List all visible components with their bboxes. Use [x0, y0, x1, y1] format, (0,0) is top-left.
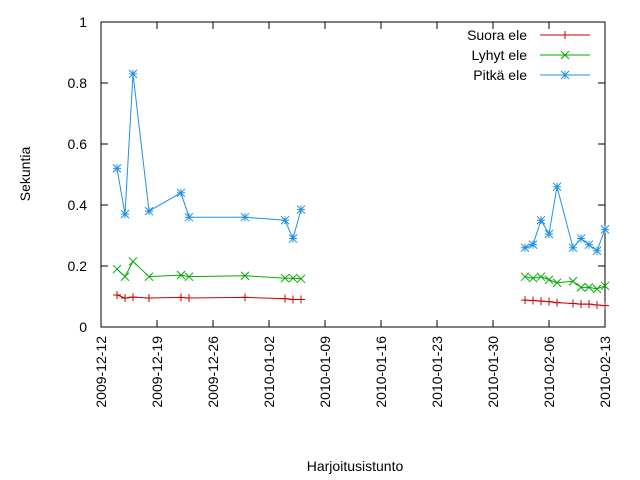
marker [576, 282, 586, 292]
x-tick-label: 2010-01-30 [485, 336, 501, 408]
marker [544, 275, 554, 285]
series-line [116, 260, 606, 290]
marker [129, 293, 137, 302]
marker [521, 296, 529, 305]
marker [561, 31, 569, 39]
y-tick-label: 1 [79, 14, 87, 30]
x-tick-label: 2010-01-23 [429, 336, 445, 408]
marker [241, 293, 249, 302]
marker [184, 212, 194, 222]
y-axis-label: Sekuntia [17, 147, 33, 202]
y-tick-label: 0.2 [68, 258, 88, 274]
marker [520, 272, 530, 282]
marker [176, 270, 186, 280]
marker [144, 272, 154, 282]
x-tick-label: 2009-12-26 [205, 336, 221, 408]
marker [112, 264, 122, 274]
marker [240, 212, 250, 222]
marker [592, 246, 602, 256]
marker [577, 300, 585, 309]
marker [536, 272, 546, 282]
y-tick-label: 0 [79, 319, 87, 335]
marker [569, 299, 577, 308]
y-tick-label: 0.6 [68, 136, 88, 152]
marker [584, 240, 594, 250]
marker [177, 293, 185, 302]
marker [289, 295, 297, 304]
x-tick-label: 2009-12-12 [93, 336, 109, 408]
marker [601, 301, 609, 310]
marker [184, 272, 194, 282]
marker [553, 298, 561, 307]
x-tick-label: 2010-01-16 [373, 336, 389, 408]
marker [120, 209, 130, 219]
marker [568, 243, 578, 253]
marker [545, 297, 553, 306]
y-tick-label: 0.8 [68, 75, 88, 91]
marker [280, 273, 290, 283]
marker [536, 215, 546, 225]
y-tick-label: 0.4 [68, 197, 88, 213]
marker [296, 205, 306, 214]
legend-label: Lyhyt ele [471, 47, 527, 63]
marker [584, 282, 594, 292]
marker [281, 294, 289, 303]
marker [120, 272, 130, 282]
marker [585, 300, 593, 309]
marker [592, 284, 602, 294]
marker [288, 273, 298, 283]
marker [121, 294, 129, 303]
marker [520, 243, 530, 253]
marker [297, 295, 305, 304]
marker [528, 240, 538, 250]
marker [537, 297, 545, 306]
x-tick-label: 2010-02-13 [597, 336, 613, 408]
marker [176, 188, 186, 198]
marker [600, 225, 610, 234]
series-line [116, 73, 606, 252]
marker [280, 215, 290, 225]
marker [296, 274, 306, 284]
marker [128, 69, 138, 79]
marker [113, 290, 121, 299]
marker [552, 278, 562, 288]
marker [560, 70, 570, 80]
marker [112, 164, 122, 173]
x-tick-label: 2010-01-09 [317, 336, 333, 408]
marker [529, 296, 537, 305]
marker [185, 294, 193, 303]
legend-label: Suora ele [467, 27, 527, 43]
marker [544, 229, 554, 239]
x-tick-label: 2009-12-19 [149, 336, 165, 408]
marker [240, 271, 250, 281]
marker [560, 50, 570, 60]
marker [576, 234, 586, 243]
marker [528, 273, 538, 283]
plot-border [100, 21, 606, 328]
marker [593, 301, 601, 310]
x-axis-label: Harjoitusistunto [307, 458, 404, 474]
marker [600, 281, 610, 291]
marker [568, 276, 578, 286]
x-tick-label: 2010-01-02 [261, 336, 277, 408]
marker [145, 294, 153, 303]
x-tick-label: 2010-02-06 [541, 336, 557, 408]
marker [144, 206, 154, 216]
marker [128, 257, 138, 266]
legend-label: Pitkä ele [473, 67, 527, 83]
marker [552, 182, 562, 192]
marker [288, 234, 298, 243]
